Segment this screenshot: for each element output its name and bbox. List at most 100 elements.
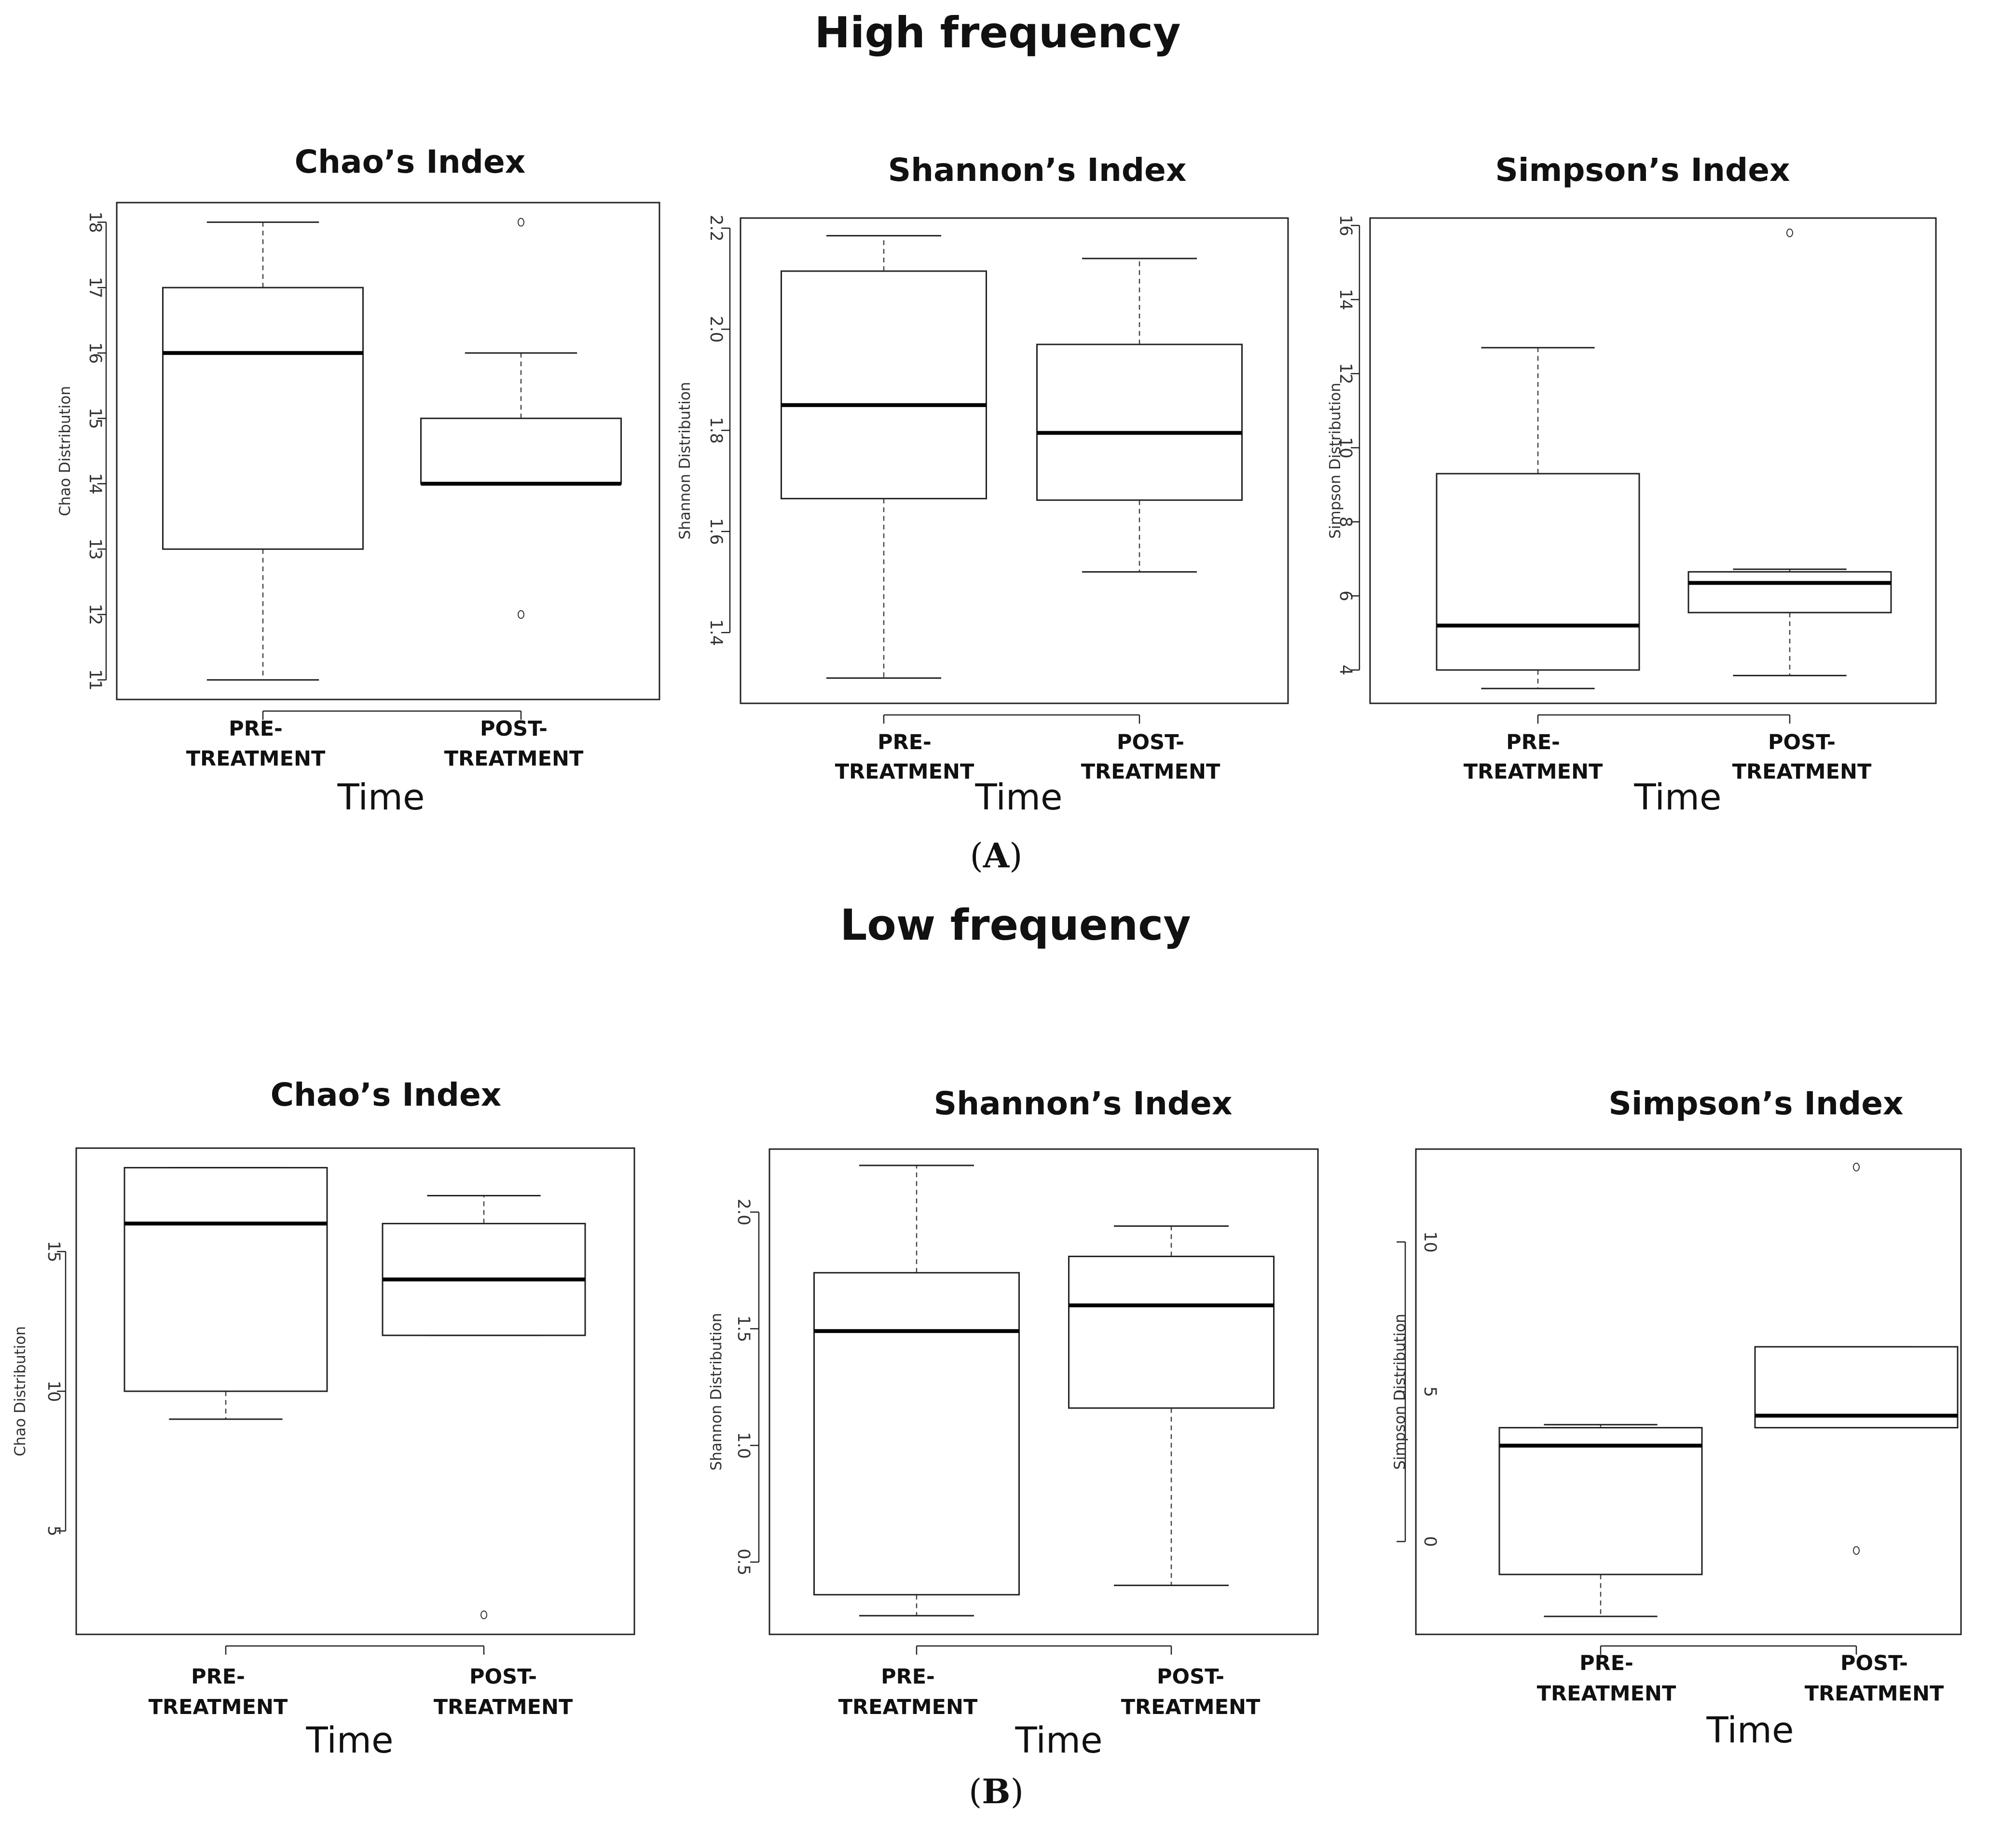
box-post: POST-TREATMENT [1068, 1225, 1275, 1719]
y-tick-label: 12 [85, 604, 105, 626]
section-title-high-frequency: High frequency [815, 8, 1181, 57]
outlier-point [1853, 1546, 1860, 1555]
box-pre: PRE-TREATMENT [1498, 1424, 1703, 1706]
iqr-box [162, 287, 364, 550]
y-tick-label: 1.4 [706, 619, 726, 646]
y-tick-label: 17 [85, 277, 105, 299]
y-tick-label: 2.2 [706, 215, 726, 242]
section-label-a-letter: A [983, 836, 1010, 876]
y-tick-label: 12 [1336, 363, 1355, 384]
chart-panel-2: Shannon’s Index 1.4 1.6 1.8 2.0 2.2 Shannon Di… [676, 151, 1289, 818]
y-tick-label: 18 [85, 211, 105, 233]
box-pre: PRE-TREATMENT [813, 1165, 1020, 1719]
panel-title: Chao’s Index [271, 1076, 502, 1113]
y-tick-label: 1.5 [734, 1316, 753, 1343]
x-category-label: PRE-TREATMENT [835, 730, 974, 784]
y-tick-label: 6 [1336, 590, 1355, 601]
box-pre: PRE-TREATMENT [1436, 347, 1640, 784]
x-axis-title: Time [337, 777, 425, 818]
box-pre: PRE-TREATMENT [123, 1167, 328, 1719]
chart-panel-4: Chao’s Index 5 10 15 Chao Distribution PRE-TR… [12, 1076, 635, 1761]
x-category-label: PRE-TREATMENT [149, 1665, 288, 1719]
y-tick-label: 8 [1336, 517, 1355, 527]
y-axis-title: Chao Distribution [56, 386, 74, 516]
x-category-label: POST-TREATMENT [1732, 730, 1872, 784]
y-axis-title: Shannon Distribution [708, 1313, 725, 1471]
iqr-box [781, 270, 987, 500]
box-pre: PRE-TREATMENT [781, 235, 987, 784]
x-category-label: POST-TREATMENT [1121, 1665, 1261, 1719]
chart-panel-1: Chao’s Index 11 12 13 14 15 16 17 18 Chao Distrib… [56, 143, 660, 818]
y-tick-label: 15 [44, 1241, 63, 1262]
y-tick-label: 10 [1420, 1231, 1440, 1253]
iqr-box [1687, 571, 1892, 614]
iqr-box [1436, 473, 1640, 671]
y-tick-label: 14 [85, 473, 105, 494]
y-axis-title: Simpson Distribution [1327, 383, 1344, 539]
y-tick-label: 14 [1336, 289, 1355, 311]
y-tick-label: 10 [1336, 437, 1355, 459]
x-axis-title: Time [1633, 777, 1721, 818]
y-tick-label: 0.5 [734, 1549, 753, 1576]
x-category-label: PRE-TREATMENT [186, 717, 326, 771]
y-tick-label: 13 [85, 538, 105, 560]
section-label-b: (B) [969, 1771, 1024, 1811]
iqr-box [123, 1167, 328, 1392]
section-label-b-letter: B [982, 1771, 1010, 1811]
iqr-box [1498, 1427, 1703, 1576]
outlier-point [518, 610, 524, 619]
y-axis-title: Simpson Distribution [1391, 1314, 1409, 1470]
y-tick-label: 1.0 [734, 1432, 753, 1459]
y-axis-title: Shannon Distribution [676, 382, 694, 540]
x-axis-title: Time [1706, 1710, 1794, 1751]
chart-panels: Chao’s Index 11 12 13 14 15 16 17 18 Chao Distrib… [12, 143, 1962, 1761]
y-tick-label: 1.6 [706, 518, 726, 545]
outlier-point [1853, 1163, 1860, 1172]
y-tick-label: 2.0 [706, 316, 726, 343]
x-axis-title: Time [1015, 1720, 1102, 1761]
plot-frame [1415, 1148, 1962, 1635]
plot-frame [75, 1147, 635, 1635]
box-pre: PRE-TREATMENT [162, 221, 364, 771]
box-post: POST-TREATMENT [382, 1194, 586, 1719]
box-post: POST-TREATMENT [420, 218, 622, 771]
iqr-box [1036, 343, 1243, 501]
box-post: POST-TREATMENT [1754, 1163, 1959, 1706]
x-axis-title: Time [974, 777, 1062, 818]
chart-panel-3: Simpson’s Index 4 6 8 10 12 14 16 Simpson Distri… [1327, 151, 1937, 818]
outlier-point [480, 1610, 487, 1619]
iqr-box [420, 417, 622, 485]
iqr-box [813, 1272, 1020, 1596]
section-label-a: (A) [970, 836, 1023, 876]
plot-frame [740, 217, 1289, 704]
x-category-label: PRE-TREATMENT [1537, 1651, 1676, 1706]
panel-title: Simpson’s Index [1495, 151, 1790, 189]
y-tick-label: 2.0 [734, 1199, 753, 1226]
y-tick-label: 11 [85, 669, 105, 691]
outlier-point [518, 218, 524, 227]
y-tick-label: 16 [1336, 215, 1355, 236]
plot-frame [1369, 217, 1937, 704]
plot-frame [116, 202, 660, 700]
x-category-label: POST-TREATMENT [1081, 730, 1221, 784]
chart-panel-5: Shannon’s Index 0.5 1.0 1.5 2.0 Shannon Distr… [708, 1085, 1319, 1761]
panel-title: Shannon’s Index [934, 1085, 1233, 1122]
y-axis-title: Chao Distribution [12, 1326, 29, 1456]
iqr-box [1068, 1255, 1275, 1409]
section-title-low-frequency: Low frequency [840, 900, 1191, 950]
y-tick-label: 5 [1420, 1386, 1440, 1397]
outlier-point [1786, 228, 1793, 237]
box-post: POST-TREATMENT [1687, 228, 1892, 784]
panel-title: Simpson’s Index [1608, 1085, 1903, 1122]
x-category-label: POST-TREATMENT [444, 717, 584, 771]
y-tick-label: 5 [44, 1526, 63, 1536]
x-category-label: POST-TREATMENT [1805, 1651, 1944, 1706]
x-category-label: PRE-TREATMENT [838, 1665, 978, 1719]
x-axis-title: Time [305, 1720, 393, 1761]
y-tick-label: 15 [85, 408, 105, 429]
y-tick-label: 0 [1420, 1536, 1440, 1547]
y-tick-label: 10 [44, 1381, 63, 1402]
x-category-label: POST-TREATMENT [434, 1665, 573, 1719]
y-tick-label: 4 [1336, 665, 1355, 675]
